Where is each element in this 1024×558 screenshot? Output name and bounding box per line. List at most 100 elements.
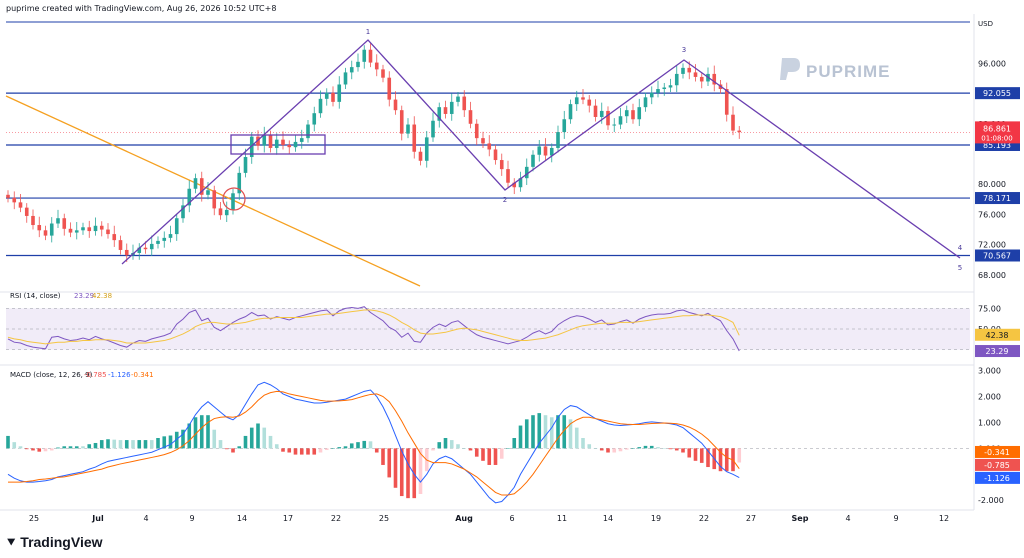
macd-line	[7, 381, 740, 504]
time-tick-label: 25	[29, 514, 39, 523]
candle-body	[193, 178, 198, 189]
macd-histogram-bar	[199, 415, 204, 449]
candle-body	[293, 141, 298, 148]
macd-histogram-bar	[262, 427, 267, 449]
candle-body	[274, 139, 279, 148]
macd-histogram-bar	[681, 448, 685, 453]
candle-body	[543, 146, 548, 156]
macd-histogram-bar	[449, 440, 454, 449]
current-price-label: 86.861	[983, 124, 1011, 133]
candle-body	[443, 107, 448, 114]
candle-body	[206, 190, 210, 195]
current-price-tag	[975, 121, 1020, 144]
candle-body	[524, 166, 529, 179]
macd-histogram-bar	[187, 423, 192, 449]
macd-histogram-bar	[456, 444, 460, 449]
countdown-label: 01:08:00	[981, 134, 1012, 142]
candle-body	[612, 124, 617, 126]
macd-tag	[975, 445, 1020, 458]
time-tick-label: 6	[509, 514, 514, 523]
macd-histogram-bar	[56, 447, 60, 449]
macd-histogram-bar	[506, 448, 510, 449]
macd-histogram-bar	[518, 425, 523, 449]
macd-histogram-bar	[631, 448, 635, 449]
candle-body	[93, 225, 98, 232]
rsi-title: RSI (14, close)	[10, 292, 61, 300]
candle-body	[281, 139, 285, 145]
candle-body	[87, 227, 92, 232]
macd-histogram-bar	[381, 448, 385, 465]
macd-histogram-bar	[574, 427, 579, 449]
macd-signal-line	[8, 390, 740, 496]
macd-histogram-bar	[462, 448, 467, 449]
candle-body	[374, 62, 379, 70]
candle-body	[174, 218, 179, 235]
time-tick-label: 25	[379, 514, 389, 523]
level-tag-label: 85.193	[983, 141, 1011, 150]
macd-histogram-bar	[637, 447, 642, 449]
time-tick-label: 12	[939, 514, 949, 523]
macd-tag-label: -0.341	[984, 448, 1010, 457]
macd-histogram-bar	[362, 440, 367, 449]
candle-body	[99, 225, 104, 230]
macd-histogram-bar	[724, 448, 729, 472]
time-tick-label: 14	[603, 514, 613, 523]
candle-body	[574, 97, 579, 105]
macd-histogram-bar	[299, 448, 304, 455]
time-tick-label: Jul	[91, 514, 104, 523]
macd-histogram-bar	[99, 440, 104, 449]
macd-histogram-bar	[606, 448, 610, 453]
rsi-ma-tag-label: 42.38	[986, 331, 1009, 340]
macd-histogram-bar	[443, 438, 448, 449]
candle-body	[143, 247, 148, 250]
macd-histogram-bar	[206, 415, 210, 449]
time-tick-label: 4	[143, 514, 148, 523]
candle-body	[106, 229, 110, 235]
macd-histogram-bar	[143, 440, 148, 449]
candle-body	[356, 61, 360, 68]
macd-histogram-bar	[687, 448, 692, 458]
candle-body	[306, 124, 310, 139]
macd-histogram-bar	[474, 448, 479, 457]
macd-histogram-bar	[174, 431, 179, 449]
breakout-circle	[222, 187, 246, 211]
macd-histogram-bar	[649, 445, 654, 449]
candle-body	[43, 230, 48, 236]
candle-body	[549, 147, 554, 156]
macd-histogram-bar	[412, 448, 417, 499]
candle-body	[656, 89, 660, 93]
candle-body	[81, 227, 85, 231]
macd-histogram-bar	[287, 448, 292, 453]
wave-label: 2	[503, 196, 507, 204]
candle-body	[506, 169, 510, 183]
candle-body	[312, 113, 317, 125]
time-tick-label: 4	[845, 514, 850, 523]
macd-histogram-bar	[399, 448, 404, 497]
candle-body	[412, 124, 417, 152]
price-tick-label: 80.000	[978, 180, 1006, 189]
candle-body	[74, 230, 79, 233]
elliott-wave-path	[121, 39, 961, 265]
macd-histogram-bar	[393, 448, 398, 488]
macd-histogram-bar	[531, 415, 535, 449]
macd-histogram	[6, 413, 742, 499]
level-tag-label: 92.055	[983, 89, 1011, 98]
candle-body	[149, 243, 154, 250]
price-tick-label: 96.000	[978, 59, 1006, 68]
macd-histogram-bar	[643, 445, 648, 449]
candle-body	[349, 67, 354, 73]
time-tick-label: 17	[283, 514, 293, 523]
level-tag	[975, 249, 1020, 262]
candle-body	[556, 132, 560, 148]
macd-histogram-bar	[249, 427, 254, 449]
time-tick-label: 11	[557, 514, 567, 523]
macd-value: -1.126	[108, 371, 131, 379]
candle-body	[287, 144, 292, 148]
macd-histogram-bar	[562, 415, 567, 449]
macd-histogram-bar	[668, 448, 673, 450]
macd-histogram-bar	[137, 440, 142, 449]
tradingview-logo[interactable]: ⯆ TradingView	[6, 534, 103, 551]
macd-histogram-bar	[193, 417, 198, 449]
macd-histogram-bar	[243, 435, 248, 449]
